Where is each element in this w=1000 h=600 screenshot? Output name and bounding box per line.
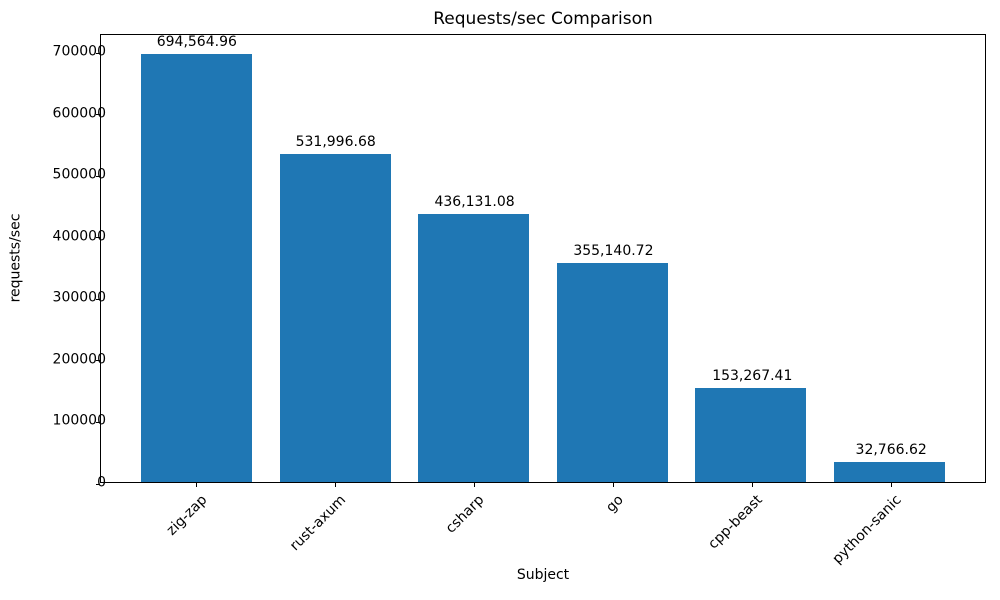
bar bbox=[141, 54, 253, 482]
x-tick bbox=[612, 483, 614, 487]
bar-value-label: 694,564.96 bbox=[156, 34, 237, 51]
y-tick-label: 300000 bbox=[52, 289, 106, 306]
y-tick bbox=[96, 175, 100, 177]
bar-value-label: 32,766.62 bbox=[855, 441, 927, 458]
y-tick bbox=[96, 483, 100, 485]
x-tick bbox=[474, 483, 476, 487]
y-axis-label: requests/sec bbox=[7, 213, 24, 303]
bar bbox=[418, 213, 530, 482]
bar-value-label: 355,140.72 bbox=[573, 243, 654, 260]
y-tick-label: 0 bbox=[97, 474, 106, 491]
x-axis-label: Subject bbox=[516, 567, 570, 583]
y-tick bbox=[96, 114, 100, 116]
x-tick-label: rust-axum bbox=[286, 492, 350, 555]
y-tick bbox=[96, 421, 100, 423]
y-tick-label: 500000 bbox=[52, 166, 106, 183]
x-tick-label: go bbox=[603, 492, 627, 516]
x-tick-label: csharp bbox=[443, 492, 488, 537]
plot-area: 694,564.96 zig-zap 531,996.68 rust-axum 436,… bbox=[96, 34, 986, 567]
bar-value-label: 436,131.08 bbox=[434, 193, 515, 210]
y-tick-label: 600000 bbox=[52, 105, 106, 122]
x-tick-label: zig-zap bbox=[163, 492, 211, 539]
bar bbox=[695, 387, 807, 482]
x-tick-label: python-sanic bbox=[829, 492, 905, 568]
bar bbox=[279, 154, 391, 482]
y-tick-label: 100000 bbox=[52, 412, 106, 429]
x-tick bbox=[335, 483, 337, 487]
y-tick bbox=[96, 237, 100, 239]
y-tick-label: 400000 bbox=[52, 228, 106, 245]
x-tick bbox=[890, 483, 892, 487]
bar bbox=[556, 263, 668, 482]
x-tick-label: cpp-beast bbox=[705, 492, 766, 553]
y-tick bbox=[96, 52, 100, 54]
y-tick-label: 200000 bbox=[52, 351, 106, 368]
y-tick bbox=[96, 298, 100, 300]
bar-value-label: 153,267.41 bbox=[712, 367, 793, 384]
y-tick bbox=[96, 360, 100, 362]
x-tick bbox=[751, 483, 753, 487]
x-tick bbox=[196, 483, 198, 487]
chart-title: Requests/sec Comparison bbox=[433, 9, 653, 29]
bar bbox=[833, 461, 945, 482]
bar-value-label: 531,996.68 bbox=[295, 134, 376, 151]
y-tick-label: 700000 bbox=[52, 43, 106, 60]
